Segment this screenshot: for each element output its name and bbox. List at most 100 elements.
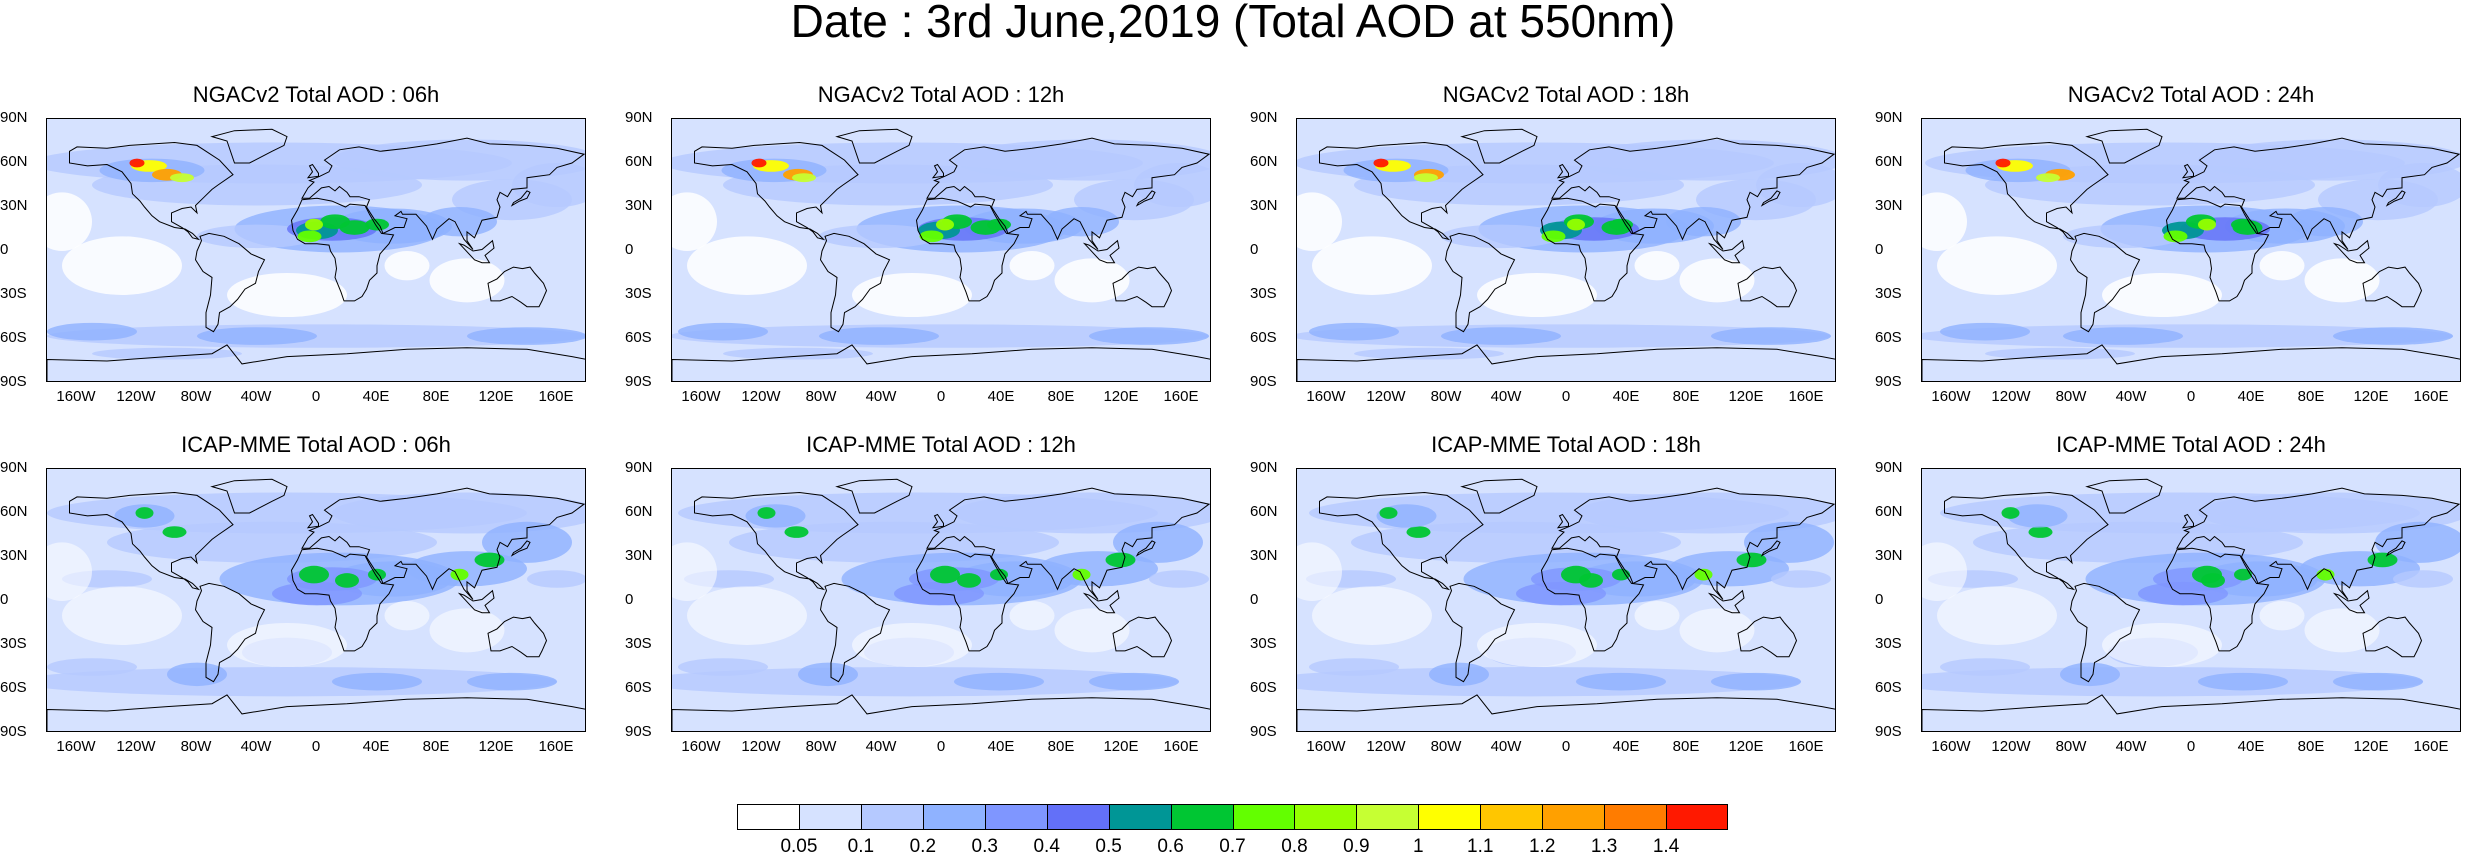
- coastline: [1737, 266, 1798, 308]
- longitude-tick-label: 80W: [2055, 738, 2087, 755]
- aod-field: [2163, 230, 2188, 243]
- clean-air-field: [1634, 251, 1680, 281]
- aod-map: [46, 468, 586, 732]
- coastline: [290, 197, 395, 302]
- latitude-tick-label: 90S: [1250, 723, 1277, 740]
- aod-map-svg: [1297, 469, 1835, 731]
- coastline: [2069, 582, 2141, 683]
- coastline: [457, 239, 495, 264]
- longitude-tick-label: 0: [311, 738, 321, 755]
- coastline: [1319, 141, 1484, 241]
- coastline: [1760, 540, 1781, 557]
- aod-field: [2375, 521, 2460, 563]
- coastline: [1707, 589, 1745, 614]
- longitude-tick-label: 120E: [1728, 388, 1764, 405]
- coastline: [2085, 478, 2163, 514]
- aod-field: [1567, 218, 1585, 231]
- coastline: [931, 513, 944, 529]
- colorbar-level-label: 0.6: [1157, 836, 1184, 857]
- aod-field: [784, 526, 809, 538]
- aod-field: [1089, 327, 1209, 345]
- coastline: [1551, 487, 1835, 600]
- colorbar-level-label: 0.3: [971, 836, 998, 857]
- latitude-tick-label: 90N: [0, 109, 28, 126]
- aod-field: [1541, 230, 1566, 243]
- aod-field: [954, 672, 1044, 691]
- coastline: [1460, 478, 1538, 514]
- longitude-tick-label: 40E: [1612, 738, 1640, 755]
- colorbar-swatch: [1294, 804, 1358, 830]
- longitude-tick-label: 160W: [681, 738, 721, 755]
- coastline: [2176, 487, 2460, 600]
- panel-title: ICAP-MME Total AOD : 18h: [1431, 432, 1701, 457]
- panel-title: ICAP-MME Total AOD : 24h: [2056, 432, 2326, 457]
- clean-air-field: [1477, 273, 1597, 317]
- latitude-tick-label: 90S: [1875, 373, 1902, 390]
- latitude-tick-label: 30N: [1250, 197, 1278, 214]
- longitude-tick-label: 160W: [1306, 738, 1346, 755]
- aod-field: [1354, 347, 1504, 360]
- coastline: [931, 163, 944, 179]
- panel-title: NGACv2 Total AOD : 12h: [817, 82, 1065, 107]
- aod-field: [1297, 667, 1801, 697]
- colorbar-level-label: 0.5: [1095, 836, 1122, 857]
- coastline: [1922, 694, 2460, 731]
- longitude-tick-label: 160E: [538, 738, 574, 755]
- colorbar-swatch: [1046, 804, 1110, 830]
- panel-title: ICAP-MME Total AOD : 06h: [181, 432, 451, 457]
- longitude-tick-label: 120E: [1103, 388, 1139, 405]
- longitude-tick-label: 80E: [2297, 738, 2325, 755]
- coastline: [510, 190, 531, 207]
- coastline: [819, 232, 891, 333]
- aod-field: [1666, 207, 1741, 237]
- latitude-tick-label: 30N: [0, 197, 28, 214]
- aod-field: [467, 672, 557, 691]
- aod-field: [1973, 521, 2303, 563]
- aod-field: [1579, 573, 1603, 588]
- latitude-tick-label: 30S: [1875, 635, 1902, 652]
- aod-field: [1576, 492, 1835, 534]
- aod-field: [2198, 561, 2318, 597]
- latitude-tick-label: 90S: [0, 373, 27, 390]
- aod-map-svg: [1922, 469, 2460, 731]
- aod-field: [162, 526, 187, 538]
- aod-field: [957, 573, 981, 588]
- aod-field: [1711, 672, 1801, 691]
- longitude-tick-label: 120W: [1991, 388, 2031, 405]
- aod-field: [1576, 561, 1696, 597]
- panel-title: NGACv2 Total AOD : 18h: [1442, 82, 1690, 107]
- coastline: [1922, 344, 2460, 381]
- longitude-tick-label: 80W: [805, 738, 837, 755]
- coastline: [1556, 513, 1569, 529]
- latitude-tick-label: 0: [1875, 241, 1884, 258]
- clean-air-field: [672, 192, 717, 251]
- longitude-tick-label: 40E: [2237, 738, 2265, 755]
- latitude-tick-label: 90S: [1250, 373, 1277, 390]
- longitude-tick-label: 40E: [987, 738, 1015, 755]
- coastline: [672, 694, 1210, 731]
- latitude-tick-label: 90S: [1875, 723, 1902, 740]
- colorbar-swatch: [1108, 804, 1172, 830]
- longitude-tick-label: 120W: [1991, 738, 2031, 755]
- colorbar-swatch: [1666, 804, 1728, 830]
- longitude-tick-label: 80E: [422, 738, 450, 755]
- coastline: [835, 478, 913, 514]
- latitude-tick-label: 60S: [0, 329, 27, 346]
- colorbar-level-label: 0.9: [1343, 836, 1370, 857]
- aod-field: [107, 521, 437, 563]
- aod-field: [1922, 667, 2423, 697]
- latitude-tick-label: 60S: [625, 329, 652, 346]
- coastline: [487, 616, 548, 658]
- latitude-tick-label: 30N: [1250, 547, 1278, 564]
- coastline: [306, 163, 319, 179]
- latitude-tick-label: 60S: [0, 679, 27, 696]
- clean-air-field: [384, 601, 430, 631]
- longitude-tick-label: 160E: [2413, 738, 2449, 755]
- latitude-tick-label: 0: [0, 241, 9, 258]
- latitude-tick-label: 0: [625, 591, 634, 608]
- coastline: [194, 582, 266, 683]
- longitude-tick-label: 160W: [1306, 388, 1346, 405]
- clean-air-field: [1297, 192, 1342, 251]
- clean-air-field: [227, 273, 347, 317]
- latitude-tick-label: 0: [1250, 241, 1259, 258]
